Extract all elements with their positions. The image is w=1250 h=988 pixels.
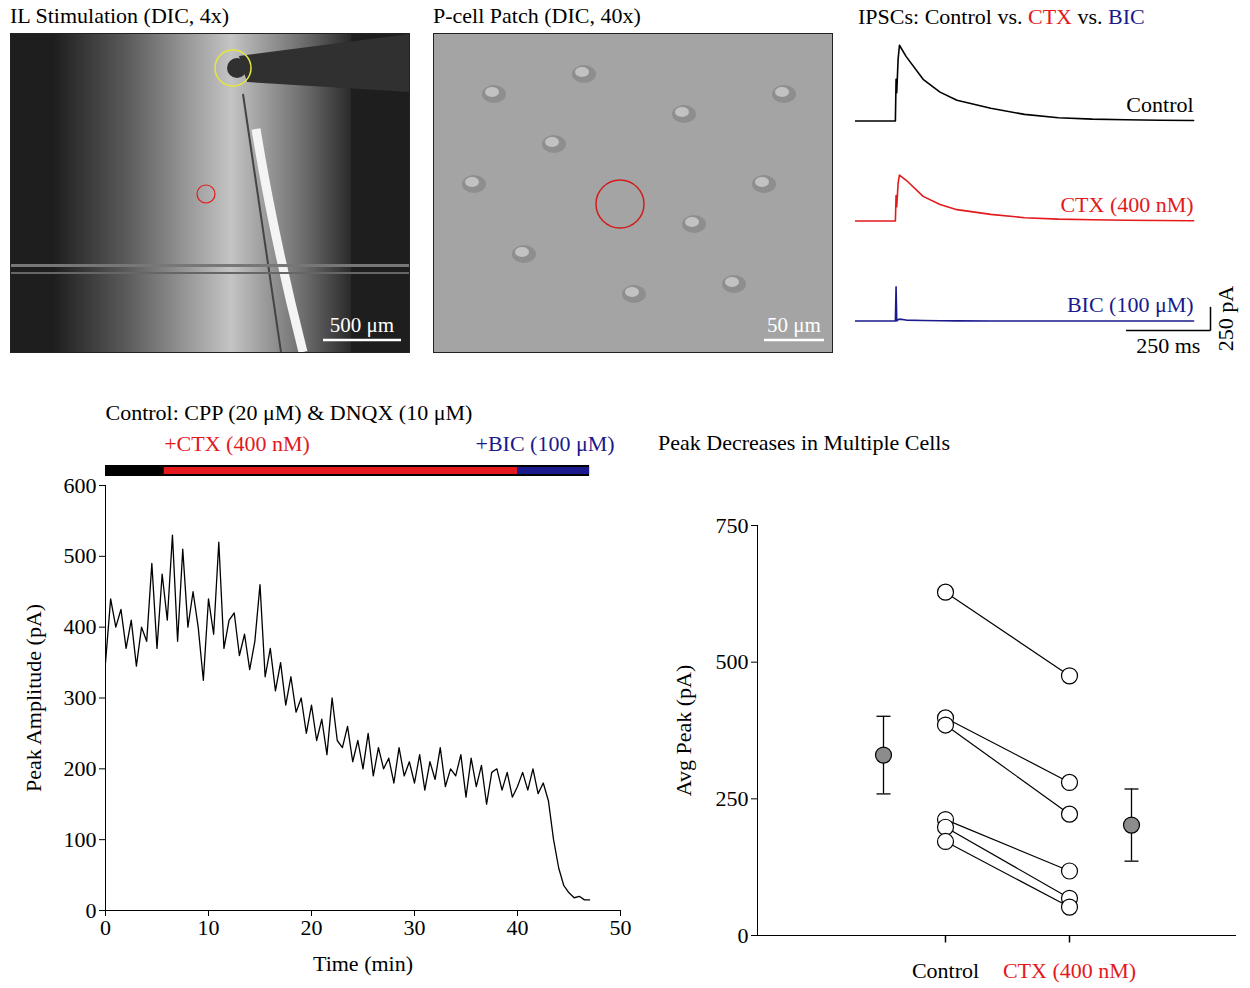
- svg-text:20: 20: [301, 915, 323, 940]
- html-text:IL Stimulation (DIC, 4x): IL Stimulation (DIC, 4x): [10, 3, 230, 28]
- svg-text:0: 0: [86, 898, 97, 923]
- svg-text:750: 750: [716, 513, 749, 538]
- svg-text:30: 30: [404, 915, 426, 940]
- svg-text:Control: Control: [912, 958, 979, 983]
- svg-text:250: 250: [716, 786, 749, 811]
- svg-text:CTX (400 nM): CTX (400 nM): [1060, 192, 1193, 217]
- svg-text:300: 300: [64, 685, 97, 710]
- svg-text:CTX (400 nM): CTX (400 nM): [1003, 958, 1136, 983]
- svg-text:Time (min): Time (min): [313, 951, 413, 976]
- svg-text:Control: Control: [1126, 92, 1193, 117]
- html-text:P-cell Patch (DIC, 40x): P-cell Patch (DIC, 40x): [433, 3, 641, 28]
- svg-text:40: 40: [507, 915, 529, 940]
- svg-text:+BIC (100 μM): +BIC (100 μM): [476, 431, 615, 456]
- svg-text:50 μm: 50 μm: [767, 313, 821, 337]
- svg-text:Peak Amplitude (pA): Peak Amplitude (pA): [21, 604, 46, 792]
- svg-text:500 μm: 500 μm: [330, 313, 394, 337]
- svg-text:BIC (100 μM): BIC (100 μM): [1067, 292, 1194, 317]
- svg-text:250 pA: 250 pA: [1213, 286, 1238, 352]
- svg-text:Avg Peak (pA): Avg Peak (pA): [671, 665, 696, 797]
- html-text:Peak Decreases in Multiple Cel: Peak Decreases in Multiple Cells: [658, 430, 950, 455]
- svg-text:Control: CPP (20 μM) & DNQX (1: Control: CPP (20 μM) & DNQX (10 μM): [106, 400, 473, 425]
- svg-text:0: 0: [100, 915, 111, 940]
- svg-text:600: 600: [64, 473, 97, 498]
- html-text:IPSCs: Control vs. CTX vs. BIC: IPSCs: Control vs. CTX vs. BIC: [858, 4, 1145, 29]
- svg-text:0: 0: [738, 923, 749, 948]
- svg-text:250 ms: 250 ms: [1136, 333, 1200, 358]
- svg-text:500: 500: [716, 649, 749, 674]
- svg-text:50: 50: [610, 915, 632, 940]
- svg-text:100: 100: [64, 827, 97, 852]
- svg-text:+CTX (400 nM): +CTX (400 nM): [164, 431, 310, 456]
- svg-text:10: 10: [198, 915, 220, 940]
- svg-text:200: 200: [64, 756, 97, 781]
- svg-text:500: 500: [64, 543, 97, 568]
- svg-text:400: 400: [64, 614, 97, 639]
